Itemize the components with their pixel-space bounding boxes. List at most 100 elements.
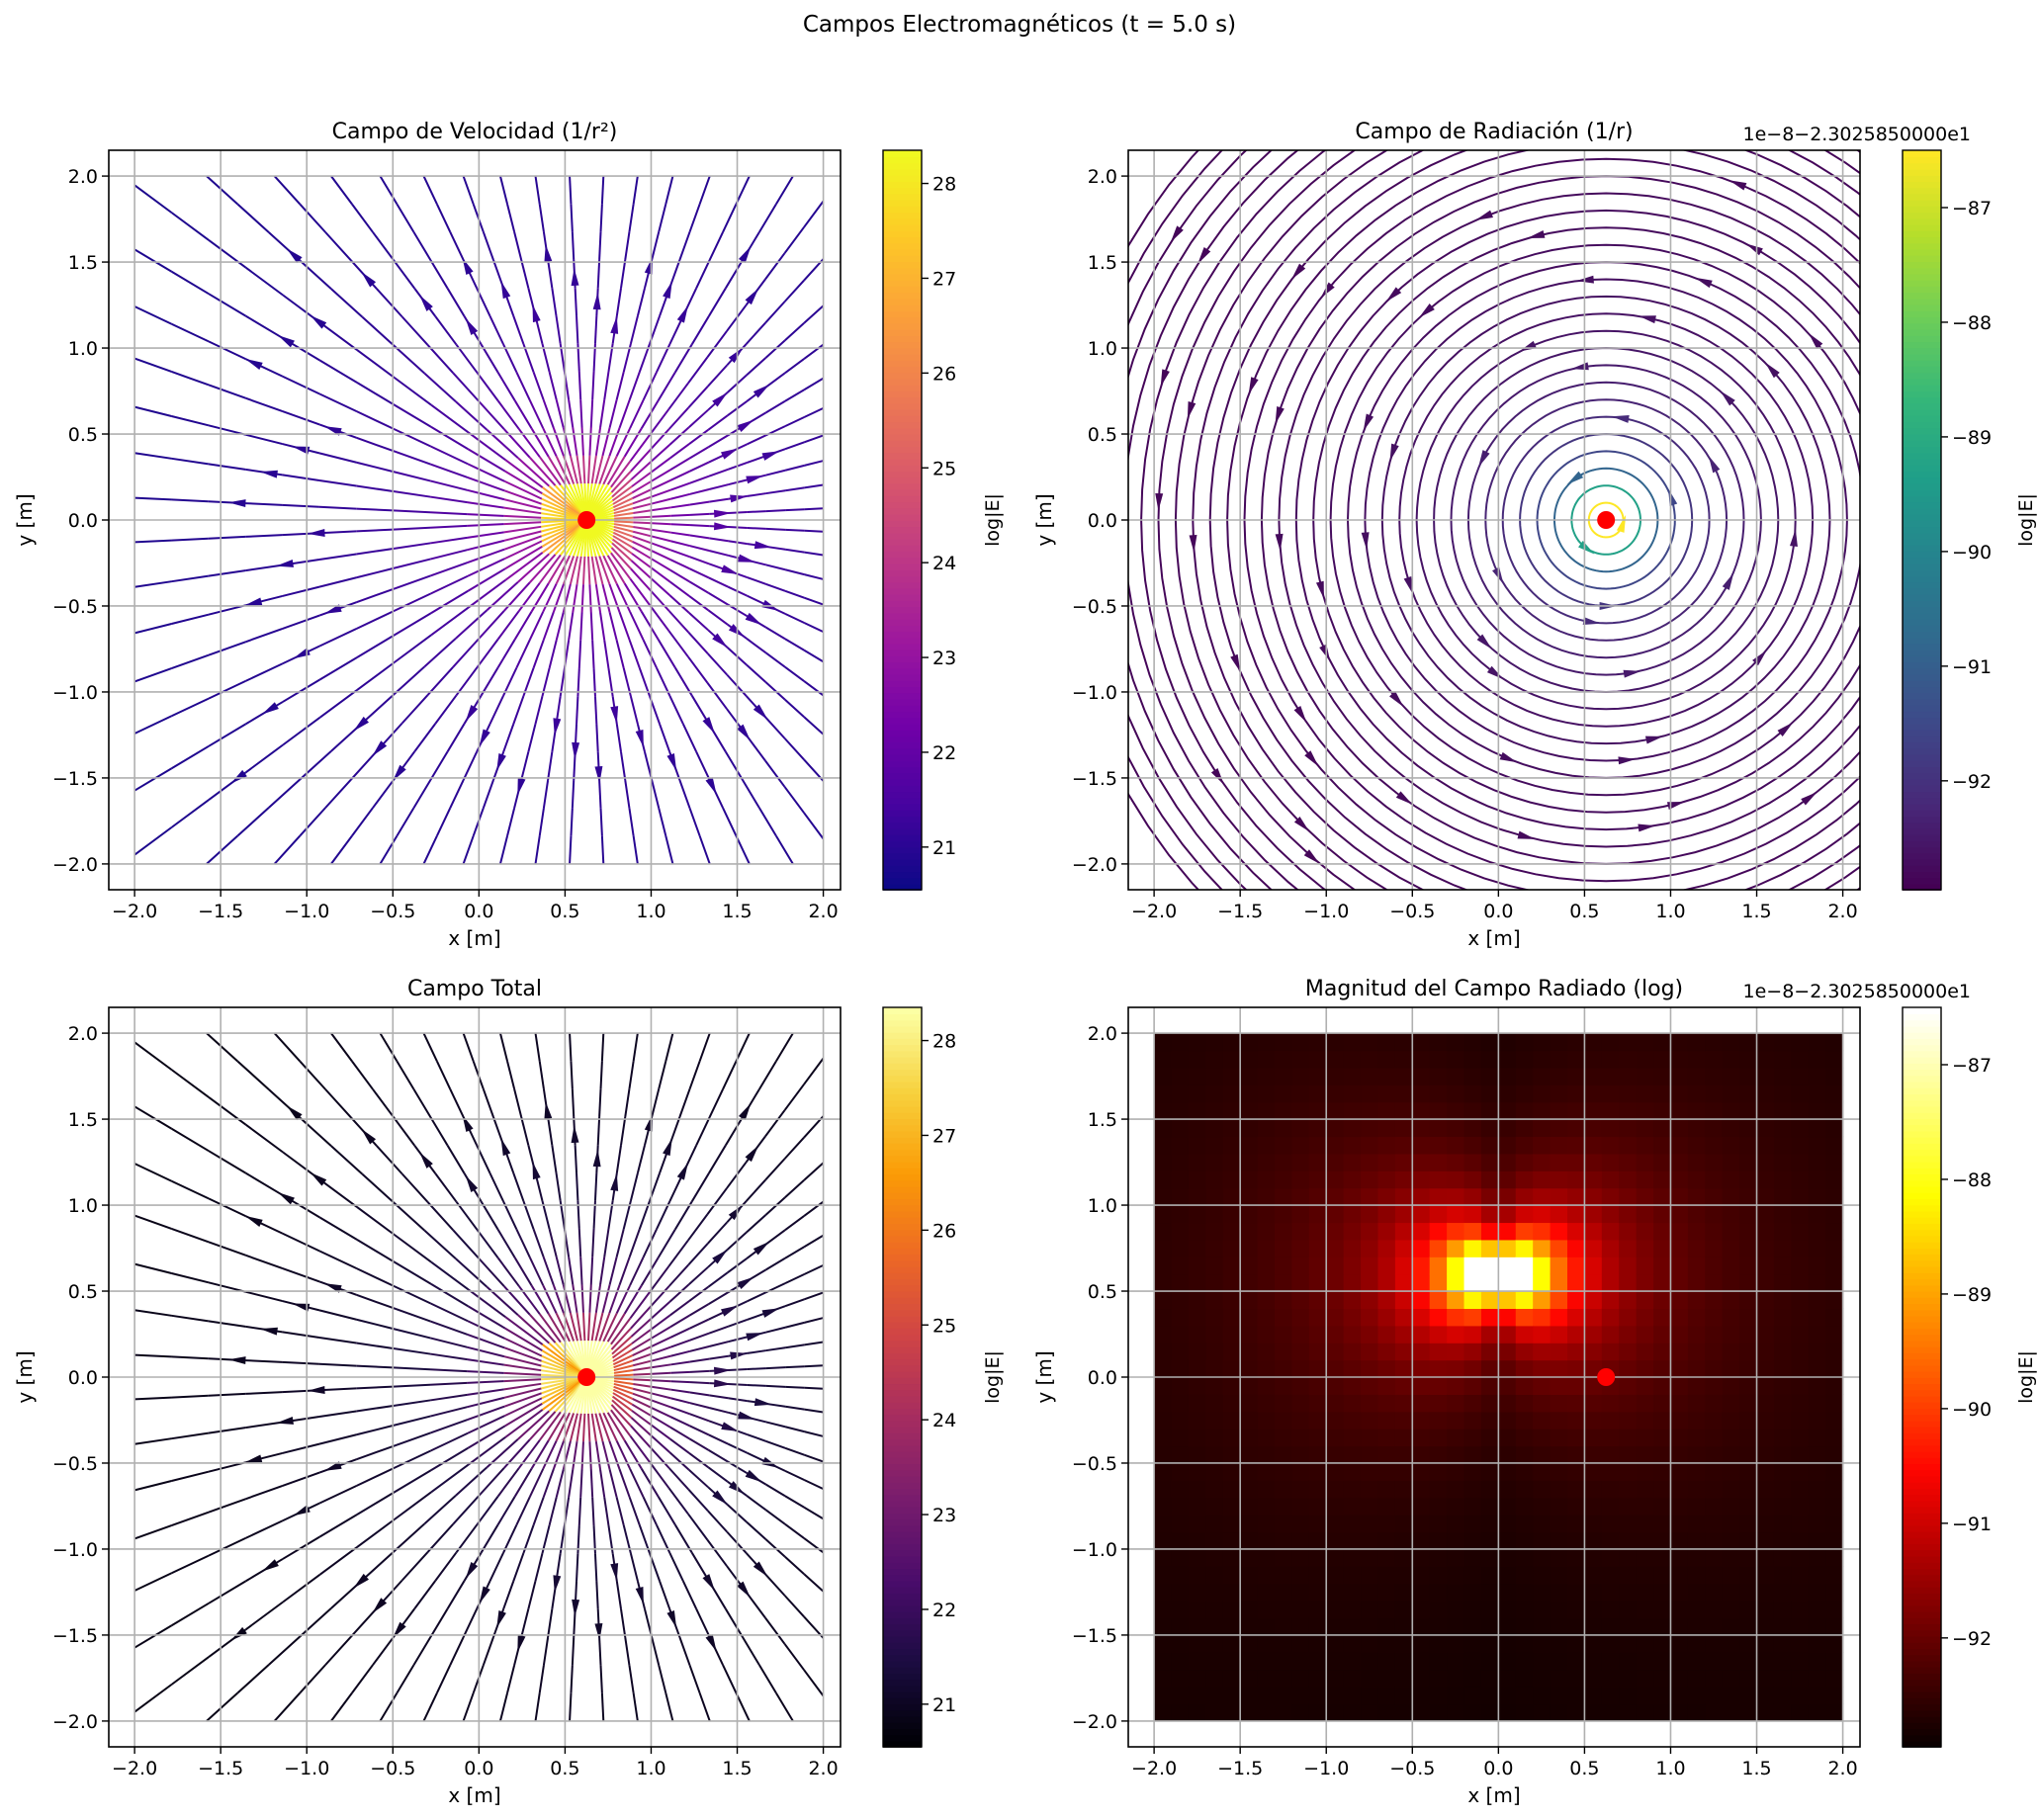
heatmap-cell [1463, 1652, 1482, 1671]
streamline-segment [396, 1664, 415, 1694]
heatmap-cell [1326, 1257, 1345, 1275]
heatmap-cell [1670, 1033, 1689, 1052]
streamline-segment [244, 1254, 284, 1270]
streamline-segment [482, 1088, 494, 1118]
streamline-segment [560, 484, 582, 514]
heatmap-cell [1791, 1411, 1810, 1430]
heatmap-cell [1567, 1084, 1586, 1103]
heatmap-cell [1480, 1050, 1499, 1069]
heatmap-cell [1222, 1462, 1241, 1481]
stream-arrow [1418, 303, 1435, 318]
heatmap-cell [1447, 1257, 1465, 1275]
streamline-segment [649, 408, 670, 436]
heatmap-cell [1188, 1480, 1206, 1499]
heatmap-cell [1291, 1497, 1310, 1516]
heatmap-cell [1791, 1136, 1810, 1155]
heatmap-cell [1188, 1257, 1206, 1275]
colorbar-step [1903, 1198, 1941, 1206]
colorbar-step [1903, 747, 1941, 755]
heatmap-cell [1601, 1084, 1620, 1103]
colorbar-step [883, 877, 922, 885]
stream-arrow [1777, 722, 1794, 737]
colorbar-step [1903, 1518, 1941, 1526]
heatmap-cell [1394, 1325, 1413, 1343]
colorbar-step [1903, 1642, 1941, 1650]
heatmap-cell [1429, 1429, 1448, 1447]
streamline-segment [588, 1341, 605, 1370]
colorbar-step [1903, 458, 1941, 466]
streamline-segment [555, 612, 565, 641]
streamline-segment [747, 510, 766, 514]
heatmap-cell [1361, 1205, 1379, 1224]
heatmap-cell [1361, 1669, 1379, 1688]
streamline-segment [372, 779, 395, 809]
streamline-segment [615, 288, 623, 316]
streamline-segment [133, 452, 172, 460]
colorbar-step [883, 865, 922, 873]
colorbar-step [1903, 193, 1941, 201]
colorbar-step [1903, 1173, 1941, 1181]
streamline-segment [611, 478, 633, 498]
charge-marker [577, 1368, 596, 1386]
heatmap-cell [1412, 1170, 1431, 1189]
streamline-segment [588, 1441, 592, 1470]
heatmap-cell [1619, 1566, 1638, 1585]
streamline-segment [611, 485, 633, 502]
streamline-segment [628, 1665, 635, 1693]
heatmap-cell [1394, 1687, 1413, 1705]
colorbar-step [1903, 1709, 1941, 1717]
streamline-segment [681, 1580, 698, 1609]
streamline-segment [678, 1088, 691, 1118]
colorbar-step [1903, 187, 1941, 195]
heatmap-cell [1636, 1601, 1654, 1619]
streamline-segment [599, 612, 606, 641]
streamline-segment [579, 482, 586, 512]
streamline-segment [630, 1318, 652, 1338]
streamline-segment [542, 779, 550, 809]
y-tick-label: 0.0 [1088, 510, 1117, 532]
colorbar-step [883, 766, 922, 774]
colorbar-step [1903, 1654, 1941, 1662]
heatmap-cell [1275, 1033, 1293, 1052]
stream-arrow [721, 448, 739, 460]
streamline-segment [468, 1435, 506, 1466]
streamline-segment [688, 1664, 701, 1693]
heatmap-cell [1636, 1343, 1654, 1361]
heatmap-cell [1705, 1359, 1724, 1378]
heatmap-cell [1584, 1187, 1603, 1206]
streamline-segment [555, 555, 571, 584]
heatmap-cell [1480, 1480, 1499, 1499]
heatmap-cell [1171, 1273, 1190, 1292]
heatmap-cell [1154, 1308, 1173, 1327]
heatmap-cell [1756, 1548, 1775, 1567]
heatmap-cell [1343, 1445, 1362, 1464]
streamline-segment [670, 523, 691, 527]
stream-arrow [1790, 529, 1798, 547]
heatmap-cell [1567, 1136, 1586, 1155]
streamline-segment [434, 1172, 458, 1203]
heatmap-cell [1377, 1101, 1396, 1120]
streamline-segment [356, 1342, 394, 1350]
streamline-segment [503, 1346, 542, 1362]
heatmap-cell [1619, 1429, 1638, 1447]
streamline-segment [551, 288, 558, 316]
heatmap-cell [1447, 1101, 1465, 1120]
heatmap-cell [1533, 1669, 1551, 1688]
streamline-segment [583, 1340, 587, 1369]
heatmap-cell [1343, 1617, 1362, 1636]
colorbar-step [1903, 477, 1941, 484]
streamline-segment [467, 1370, 504, 1374]
colorbar-tick-label: 23 [932, 1505, 956, 1526]
streamline-segment [804, 1386, 824, 1390]
streamline-segment [591, 525, 613, 545]
streamline-segment [608, 583, 621, 613]
heatmap-cell [1670, 1187, 1689, 1206]
heatmap-cell [1275, 1669, 1293, 1688]
heatmap-cell [1670, 1239, 1689, 1257]
streamline-segment [601, 427, 611, 457]
heatmap-cell [1188, 1583, 1206, 1602]
heatmap-cell [1463, 1067, 1482, 1085]
streamline-segment [594, 1312, 604, 1342]
streamline-segment [541, 512, 578, 520]
